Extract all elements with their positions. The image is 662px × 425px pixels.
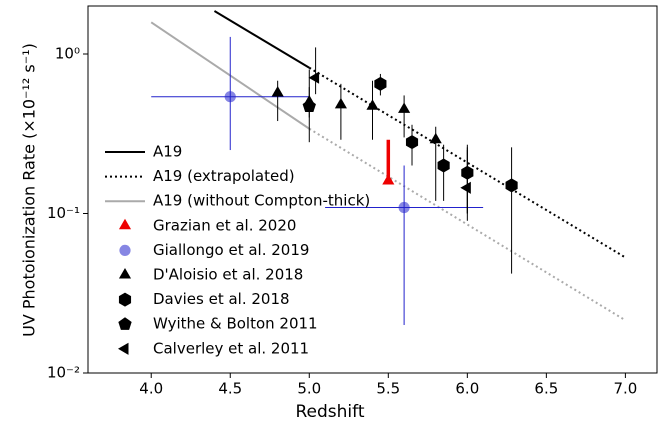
legend-label: Wyithe & Bolton 2011 [153,315,318,333]
x-tick-label: 6.0 [455,380,479,398]
legend-swatch [118,218,132,230]
legend-swatch [118,317,132,330]
y-axis-label: UV Photoionization Rate (×10⁻¹² s⁻¹) [20,43,39,337]
marker [398,102,411,113]
line [308,127,626,322]
legend-swatch [118,342,129,355]
x-tick-label: 4.0 [139,380,163,398]
line [213,10,310,69]
marker [437,158,450,173]
legend-label: Grazian et al. 2020 [153,216,296,234]
plot-frame [87,5,658,374]
legend-label: A19 (extrapolated) [153,167,295,185]
x-axis-label: Redshift [295,402,364,422]
x-tick-label: 5.0 [297,380,321,398]
marker [405,135,419,150]
legend-label: A19 [153,143,182,161]
legend-swatch [118,292,132,307]
legend-swatch [118,268,132,279]
marker [382,173,395,185]
marker [460,181,471,194]
marker [334,97,347,109]
legend-label: A19 (without Compton-thick) [153,192,370,210]
marker [429,132,442,144]
marker [302,99,316,112]
x-tick-label: 4.5 [218,380,242,398]
marker [398,201,410,214]
marker [224,91,236,103]
legend-label: Davies et al. 2018 [153,290,290,308]
x-tick-label: 6.5 [534,380,558,398]
marker [374,76,387,91]
legend-label: D'Aloisio et al. 2018 [153,266,303,284]
line [308,66,626,259]
legend-label: Giallongo et al. 2019 [153,241,309,259]
y-tick-label: 10⁰ [55,45,80,63]
marker [271,85,284,97]
y-tick-label: 10⁻² [47,364,80,382]
marker [366,99,379,110]
legend-label: Calverley et al. 2011 [153,339,309,357]
marker [505,178,518,193]
y-tick-label: 10⁻¹ [47,204,80,222]
x-tick-label: 7.0 [613,380,637,398]
marker [308,71,320,84]
legend-swatch [119,244,131,256]
x-tick-label: 5.5 [376,380,400,398]
